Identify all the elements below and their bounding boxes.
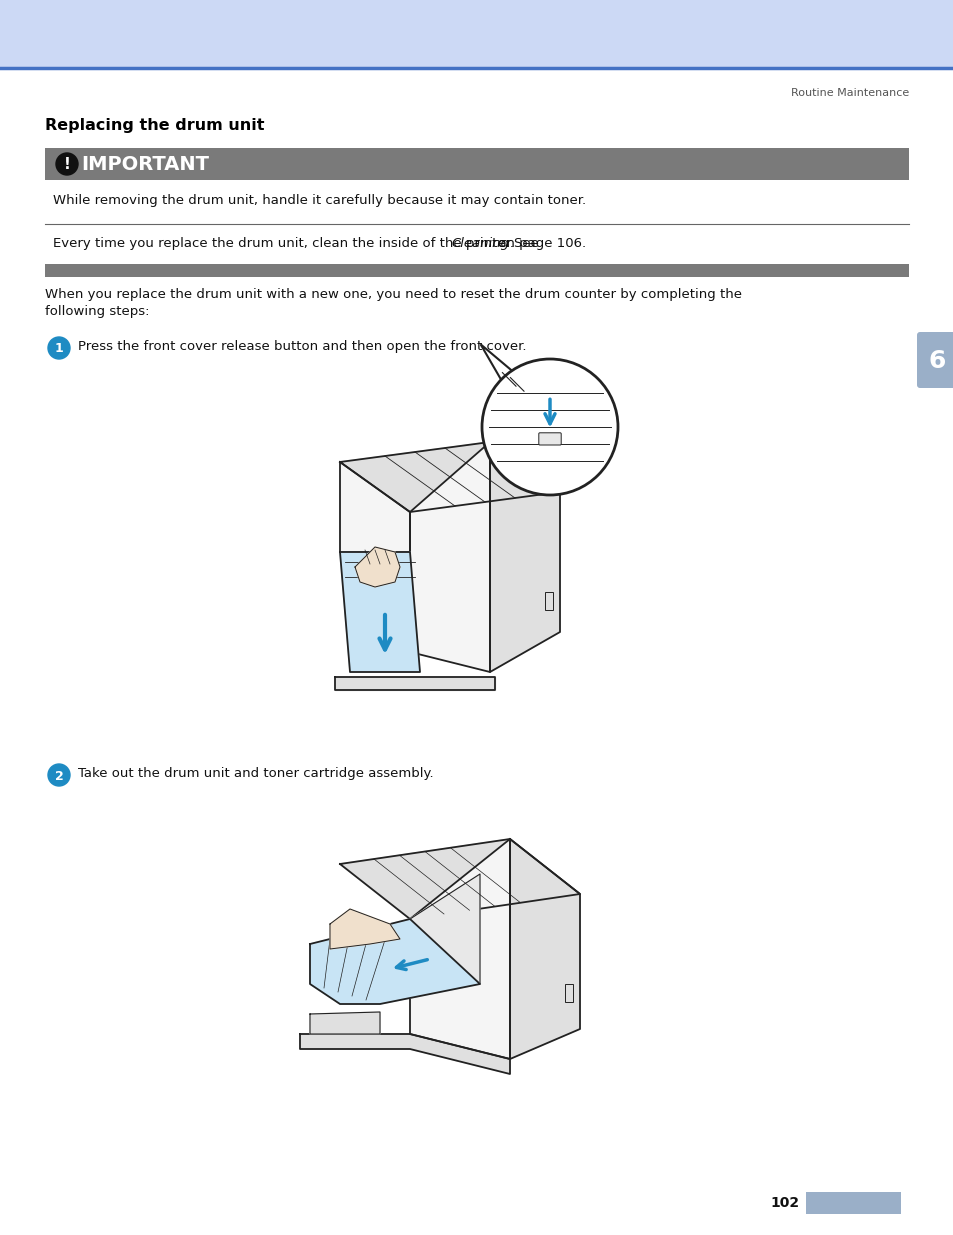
Text: 1: 1 bbox=[54, 342, 63, 356]
Text: IMPORTANT: IMPORTANT bbox=[81, 156, 209, 174]
Circle shape bbox=[481, 359, 618, 495]
Polygon shape bbox=[410, 442, 490, 672]
Text: 6: 6 bbox=[927, 350, 944, 373]
Text: Take out the drum unit and toner cartridge assembly.: Take out the drum unit and toner cartrid… bbox=[78, 767, 434, 781]
Circle shape bbox=[48, 764, 70, 785]
Text: Every time you replace the drum unit, clean the inside of the printer.See: Every time you replace the drum unit, cl… bbox=[53, 237, 542, 249]
Circle shape bbox=[48, 337, 70, 359]
FancyBboxPatch shape bbox=[544, 592, 553, 610]
Text: Replacing the drum unit: Replacing the drum unit bbox=[45, 119, 264, 133]
FancyBboxPatch shape bbox=[916, 332, 953, 388]
Polygon shape bbox=[339, 552, 419, 672]
Text: following steps:: following steps: bbox=[45, 305, 150, 317]
Polygon shape bbox=[339, 442, 559, 513]
Text: Cleaning: Cleaning bbox=[451, 237, 509, 249]
Circle shape bbox=[56, 153, 78, 175]
FancyBboxPatch shape bbox=[805, 1192, 900, 1214]
Text: !: ! bbox=[64, 157, 71, 172]
Text: While removing the drum unit, handle it carefully because it may contain toner.: While removing the drum unit, handle it … bbox=[53, 194, 585, 207]
FancyBboxPatch shape bbox=[564, 984, 573, 1002]
Text: Press the front cover release button and then open the front cover.: Press the front cover release button and… bbox=[78, 340, 526, 353]
Polygon shape bbox=[480, 345, 534, 405]
Text: Routine Maintenance: Routine Maintenance bbox=[790, 88, 908, 98]
Polygon shape bbox=[335, 677, 495, 690]
Polygon shape bbox=[410, 839, 510, 1058]
Polygon shape bbox=[490, 442, 559, 672]
Polygon shape bbox=[339, 462, 410, 552]
Text: 102: 102 bbox=[770, 1195, 800, 1210]
Polygon shape bbox=[330, 909, 399, 948]
Text: 2: 2 bbox=[54, 769, 63, 783]
FancyBboxPatch shape bbox=[0, 0, 953, 68]
Polygon shape bbox=[410, 874, 479, 984]
Polygon shape bbox=[310, 919, 479, 1004]
FancyBboxPatch shape bbox=[538, 432, 560, 445]
FancyBboxPatch shape bbox=[45, 148, 908, 180]
FancyBboxPatch shape bbox=[45, 264, 908, 277]
Polygon shape bbox=[299, 1034, 510, 1074]
Text: on page 106.: on page 106. bbox=[494, 237, 586, 249]
Polygon shape bbox=[510, 839, 579, 1058]
Text: When you replace the drum unit with a new one, you need to reset the drum counte: When you replace the drum unit with a ne… bbox=[45, 288, 741, 301]
Polygon shape bbox=[339, 839, 579, 919]
Polygon shape bbox=[310, 1011, 379, 1034]
Polygon shape bbox=[355, 547, 399, 587]
